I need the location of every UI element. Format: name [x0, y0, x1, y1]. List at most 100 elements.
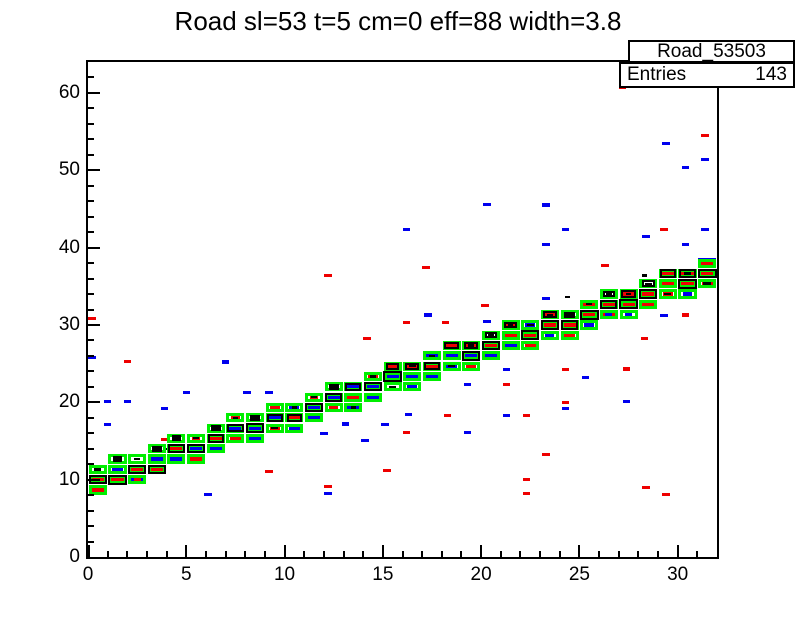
road-cell-box — [658, 279, 677, 289]
road-cell-box — [167, 454, 186, 464]
road-cell-box — [560, 330, 579, 340]
y-tick-label: 20 — [58, 391, 80, 413]
hollow-box-mark — [697, 268, 717, 279]
x-tick-label: 30 — [667, 564, 689, 585]
hollow-box-mark — [405, 362, 420, 370]
road-cell-box — [540, 330, 559, 340]
red-box-mark — [642, 301, 655, 308]
red-box-mark — [659, 279, 677, 289]
blue-box-mark — [683, 291, 692, 297]
hollow-box-mark — [619, 299, 639, 310]
red-box-mark — [269, 404, 280, 411]
x-minor-tick — [539, 551, 542, 557]
red-noise-box-mark — [561, 400, 570, 404]
black-box-mark — [330, 385, 338, 389]
stats-entries-label: Entries — [627, 64, 687, 85]
hollow-box-mark — [485, 332, 497, 339]
hollow-box-mark — [444, 341, 459, 350]
road-cell-box — [462, 361, 481, 371]
y-minor-tick — [88, 509, 94, 512]
road-cell-box — [403, 371, 422, 382]
blue-box-mark — [443, 351, 460, 361]
x-tick-label: 15 — [372, 564, 394, 585]
y-tick-label: 60 — [58, 81, 80, 103]
blue-noise-box-mark — [221, 360, 230, 364]
red-noise-box-mark — [681, 313, 690, 317]
x-tick-label: 25 — [568, 564, 590, 585]
blue-box-mark — [112, 466, 123, 473]
x-tick-label: 0 — [82, 564, 94, 585]
black-box-mark — [507, 323, 514, 327]
y-major-tick — [88, 323, 100, 326]
black-box-mark — [408, 365, 416, 368]
road-cell-box — [226, 433, 245, 443]
red-noise-box-mark — [502, 382, 511, 387]
blue-box-mark — [624, 312, 633, 317]
red-noise-box-mark — [642, 485, 650, 489]
x-minor-tick — [224, 551, 227, 557]
black-box-mark — [644, 282, 652, 285]
blue-noise-box-mark — [204, 492, 212, 496]
stats-entries-row: Entries 143 — [619, 62, 795, 88]
road-cell-box — [206, 423, 225, 433]
red-noise-box-mark — [561, 368, 570, 372]
blue-noise-box-mark — [662, 141, 670, 145]
hollow-box-mark — [187, 444, 205, 454]
black-box-mark — [350, 406, 357, 409]
red-box-mark — [425, 362, 439, 370]
red-noise-box-mark — [660, 228, 668, 232]
road-cell-box — [324, 402, 343, 413]
road-cell-box — [383, 382, 402, 392]
red-box-mark — [230, 435, 241, 442]
hollow-box-mark — [521, 330, 540, 341]
black-box-mark — [487, 334, 495, 337]
y-minor-tick — [88, 200, 94, 203]
blue-noise-box-mark — [622, 399, 631, 404]
red-noise-box-mark — [542, 453, 550, 457]
road-cell-box — [226, 413, 245, 423]
hollow-box-mark — [600, 299, 618, 309]
y-major-tick — [88, 401, 100, 404]
y-minor-tick — [88, 525, 94, 528]
black-box-mark — [291, 406, 298, 409]
red-box-mark — [347, 393, 360, 401]
hollow-box-mark — [386, 362, 400, 370]
black-box-mark — [526, 323, 534, 327]
road-cell-box — [580, 320, 599, 330]
blue-box-mark — [325, 393, 342, 402]
red-noise-box-mark — [522, 478, 531, 482]
blue-noise-box-mark — [320, 431, 328, 435]
black-box-mark — [193, 437, 199, 440]
red-box-mark — [601, 300, 617, 309]
x-minor-tick — [362, 551, 365, 557]
road-cell-box — [599, 310, 618, 320]
blue-box-mark — [188, 444, 204, 453]
black-box-mark — [448, 365, 455, 368]
blue-noise-box-mark — [542, 297, 550, 301]
x-minor-tick — [322, 551, 325, 557]
chart-title: Road sl=53 t=5 cm=0 eff=88 width=3.8 — [174, 6, 622, 36]
black-box-mark — [310, 395, 318, 399]
hollow-box-mark — [620, 289, 637, 299]
red-box-mark — [108, 475, 127, 485]
blue-noise-box-mark — [265, 390, 273, 394]
road-cell-box — [521, 341, 540, 351]
road-cell-box — [305, 392, 324, 402]
black-box-mark — [133, 457, 141, 461]
x-minor-tick — [165, 551, 168, 557]
red-box-mark — [168, 444, 185, 453]
red-noise-box-mark — [640, 336, 649, 340]
x-minor-tick — [499, 551, 502, 557]
y-minor-tick — [88, 416, 94, 419]
road-cell-box — [422, 371, 441, 382]
hollow-box-mark — [677, 278, 698, 289]
y-major-tick — [88, 169, 100, 172]
x-minor-tick — [558, 551, 561, 557]
road-cell-box — [501, 341, 520, 351]
hollow-box-mark — [602, 290, 615, 298]
blue-noise-box-mark — [243, 390, 251, 394]
y-minor-tick — [88, 447, 94, 450]
red-box-mark — [148, 464, 166, 474]
hollow-box-mark — [108, 474, 127, 485]
hollow-box-mark — [249, 414, 261, 421]
